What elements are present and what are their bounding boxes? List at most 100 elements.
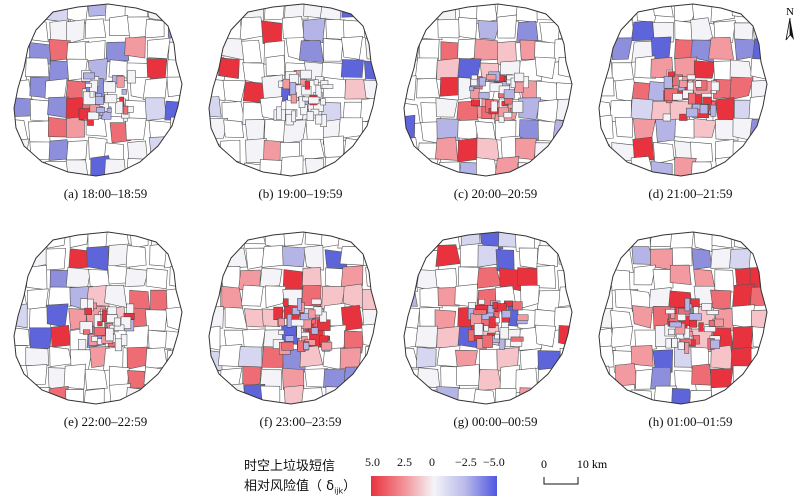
district-region xyxy=(436,326,461,350)
district-region xyxy=(750,139,767,163)
district-region xyxy=(66,19,85,45)
district-region xyxy=(28,386,53,404)
district-map xyxy=(598,231,768,405)
urban-district xyxy=(689,319,697,328)
urban-district xyxy=(87,111,99,120)
urban-district xyxy=(684,298,691,312)
urban-district xyxy=(306,111,314,121)
urban-district xyxy=(85,83,92,88)
district-region xyxy=(363,17,377,38)
urban-district xyxy=(320,98,326,106)
district-region xyxy=(105,41,130,63)
urban-district xyxy=(671,338,678,348)
district-region xyxy=(145,309,168,332)
urban-district xyxy=(304,81,310,90)
district-region xyxy=(244,308,266,328)
map-panel-b: (b) 19:00–19:59 xyxy=(203,0,398,225)
urban-district xyxy=(514,81,524,93)
urban-district xyxy=(103,81,116,93)
urban-district xyxy=(277,318,285,327)
district-region xyxy=(416,346,437,368)
district-region xyxy=(342,283,367,310)
urban-district xyxy=(665,338,672,349)
district-region xyxy=(458,16,478,40)
legend-title-subscript: ijk xyxy=(334,486,344,496)
urban-district xyxy=(84,307,92,316)
map-panel-d: (d) 21:00–21:59 xyxy=(593,0,788,225)
district-region xyxy=(477,369,502,391)
district-region xyxy=(124,4,149,20)
district-region xyxy=(343,366,365,388)
district-region xyxy=(615,363,639,389)
district-region xyxy=(220,159,242,176)
district-region xyxy=(323,368,348,390)
district-region xyxy=(599,384,618,404)
district-region xyxy=(404,383,416,404)
urban-district xyxy=(311,318,316,325)
district-region xyxy=(534,142,558,163)
legend-title-prefix: 相对风险值（ δ xyxy=(244,479,335,494)
district-region xyxy=(693,232,715,253)
district-region xyxy=(218,57,240,79)
district-region xyxy=(358,368,377,392)
district-map xyxy=(598,3,768,177)
district-region xyxy=(164,367,182,391)
district-region xyxy=(438,161,461,176)
urban-district xyxy=(308,309,316,319)
district-region xyxy=(555,232,572,251)
district-region xyxy=(341,161,366,176)
urban-district xyxy=(296,325,302,339)
map-outline xyxy=(403,3,573,177)
urban-district xyxy=(308,96,320,105)
urban-district xyxy=(78,339,87,350)
panel-caption: (g) 00:00–00:59 xyxy=(453,414,538,429)
urban-district xyxy=(470,78,478,87)
urban-district xyxy=(695,80,702,88)
district-region xyxy=(218,4,243,24)
district-region xyxy=(417,157,439,176)
district-region xyxy=(221,37,245,61)
district-region xyxy=(361,121,377,145)
map-outline xyxy=(403,231,573,405)
urban-district xyxy=(105,327,114,342)
district-region xyxy=(558,286,572,308)
district-region xyxy=(259,159,283,176)
district-region xyxy=(209,78,228,102)
urban-district xyxy=(273,306,284,320)
district-region xyxy=(749,119,767,142)
district-region xyxy=(599,232,612,247)
urban-district xyxy=(701,303,712,311)
legend-tick: 2.5 xyxy=(397,455,412,469)
district-region xyxy=(240,284,264,307)
urban-district xyxy=(114,338,122,352)
district-region xyxy=(552,388,572,404)
district-region xyxy=(537,388,562,404)
legend-title: 时空上垃圾短信 相对风险值（ δijk） xyxy=(244,457,356,502)
district-region xyxy=(259,369,282,391)
urban-district xyxy=(290,319,305,327)
district-region xyxy=(28,19,49,43)
urban-district xyxy=(107,306,117,315)
district-region xyxy=(47,96,69,119)
district-region xyxy=(63,363,86,390)
urban-district xyxy=(693,306,699,315)
district-region xyxy=(362,289,377,313)
urban-district xyxy=(282,78,290,90)
district-region xyxy=(104,158,127,176)
district-region xyxy=(558,245,572,265)
district-region xyxy=(413,248,439,273)
district-region xyxy=(610,326,634,348)
urban-district xyxy=(665,309,676,315)
district-map xyxy=(13,3,183,177)
district-region xyxy=(460,243,484,268)
district-region xyxy=(24,264,48,291)
district-region xyxy=(65,389,84,404)
district-region xyxy=(29,99,50,122)
district-region xyxy=(280,155,304,176)
district-region xyxy=(496,14,517,39)
urban-district xyxy=(678,307,691,315)
district-region xyxy=(631,21,655,42)
urban-district xyxy=(486,74,497,81)
district-region xyxy=(169,4,182,25)
district-region xyxy=(473,38,498,61)
